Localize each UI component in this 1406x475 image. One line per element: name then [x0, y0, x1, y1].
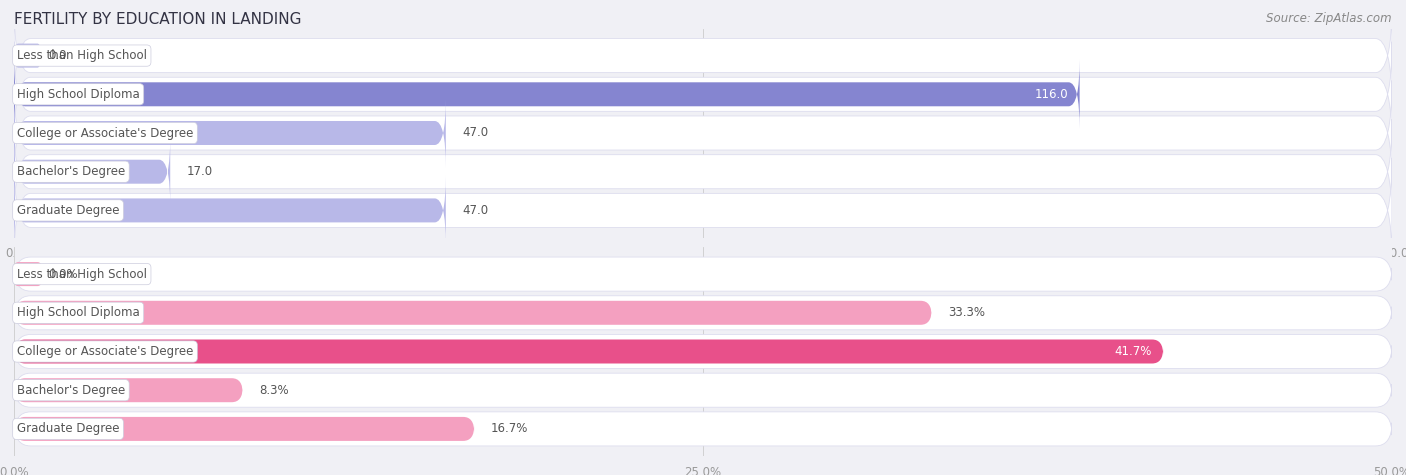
FancyBboxPatch shape — [14, 98, 446, 168]
Text: Less than High School: Less than High School — [17, 49, 146, 62]
FancyBboxPatch shape — [14, 301, 932, 325]
FancyBboxPatch shape — [14, 334, 1392, 369]
Text: 41.7%: 41.7% — [1115, 345, 1152, 358]
FancyBboxPatch shape — [14, 60, 1080, 129]
Text: 16.7%: 16.7% — [491, 422, 529, 436]
Text: 33.3%: 33.3% — [948, 306, 986, 319]
FancyBboxPatch shape — [14, 158, 1392, 263]
FancyBboxPatch shape — [14, 42, 1392, 147]
FancyBboxPatch shape — [14, 80, 1392, 186]
FancyBboxPatch shape — [14, 340, 1163, 363]
FancyBboxPatch shape — [14, 257, 1392, 291]
Text: 116.0: 116.0 — [1035, 88, 1069, 101]
Text: Source: ZipAtlas.com: Source: ZipAtlas.com — [1267, 12, 1392, 25]
Text: High School Diploma: High School Diploma — [17, 88, 139, 101]
Text: 47.0: 47.0 — [463, 204, 488, 217]
Text: Bachelor's Degree: Bachelor's Degree — [17, 384, 125, 397]
FancyBboxPatch shape — [14, 44, 42, 67]
FancyBboxPatch shape — [14, 176, 446, 245]
FancyBboxPatch shape — [14, 3, 1392, 108]
Text: Bachelor's Degree: Bachelor's Degree — [17, 165, 125, 178]
Text: 0.0: 0.0 — [48, 49, 67, 62]
Text: 0.0%: 0.0% — [48, 267, 79, 281]
Text: 47.0: 47.0 — [463, 126, 488, 140]
FancyBboxPatch shape — [14, 373, 1392, 407]
FancyBboxPatch shape — [14, 296, 1392, 330]
Text: Graduate Degree: Graduate Degree — [17, 422, 120, 436]
Text: 8.3%: 8.3% — [259, 384, 290, 397]
Text: College or Associate's Degree: College or Associate's Degree — [17, 345, 193, 358]
FancyBboxPatch shape — [14, 417, 474, 441]
FancyBboxPatch shape — [14, 412, 1392, 446]
Text: Less than High School: Less than High School — [17, 267, 146, 281]
FancyBboxPatch shape — [14, 262, 42, 286]
Text: High School Diploma: High School Diploma — [17, 306, 139, 319]
Text: FERTILITY BY EDUCATION IN LANDING: FERTILITY BY EDUCATION IN LANDING — [14, 12, 301, 27]
Text: College or Associate's Degree: College or Associate's Degree — [17, 126, 193, 140]
FancyBboxPatch shape — [14, 378, 243, 402]
FancyBboxPatch shape — [14, 137, 170, 206]
Text: Graduate Degree: Graduate Degree — [17, 204, 120, 217]
FancyBboxPatch shape — [14, 119, 1392, 224]
Text: 17.0: 17.0 — [187, 165, 212, 178]
